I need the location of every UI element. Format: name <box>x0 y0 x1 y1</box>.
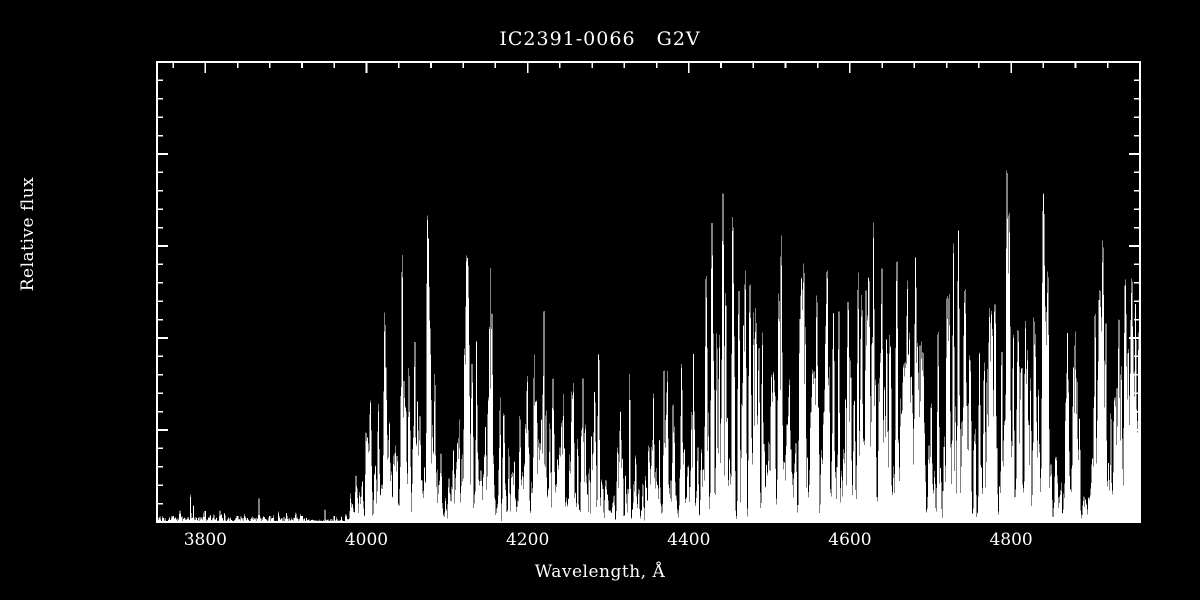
x-tick-label: 4400 <box>667 530 711 550</box>
x-tick-label: 4200 <box>505 530 550 550</box>
page-title: IC2391-0066 G2V <box>499 28 701 50</box>
x-tick-label: 4000 <box>344 530 389 550</box>
spectrum-trace <box>157 170 1141 524</box>
plot-frame <box>156 61 1141 523</box>
x-axis-label: Wavelength, Å <box>534 562 666 582</box>
x-tick-label: 3800 <box>183 530 227 550</box>
x-tick-label: 4800 <box>989 530 1033 550</box>
x-tick-label: 4600 <box>828 530 872 550</box>
